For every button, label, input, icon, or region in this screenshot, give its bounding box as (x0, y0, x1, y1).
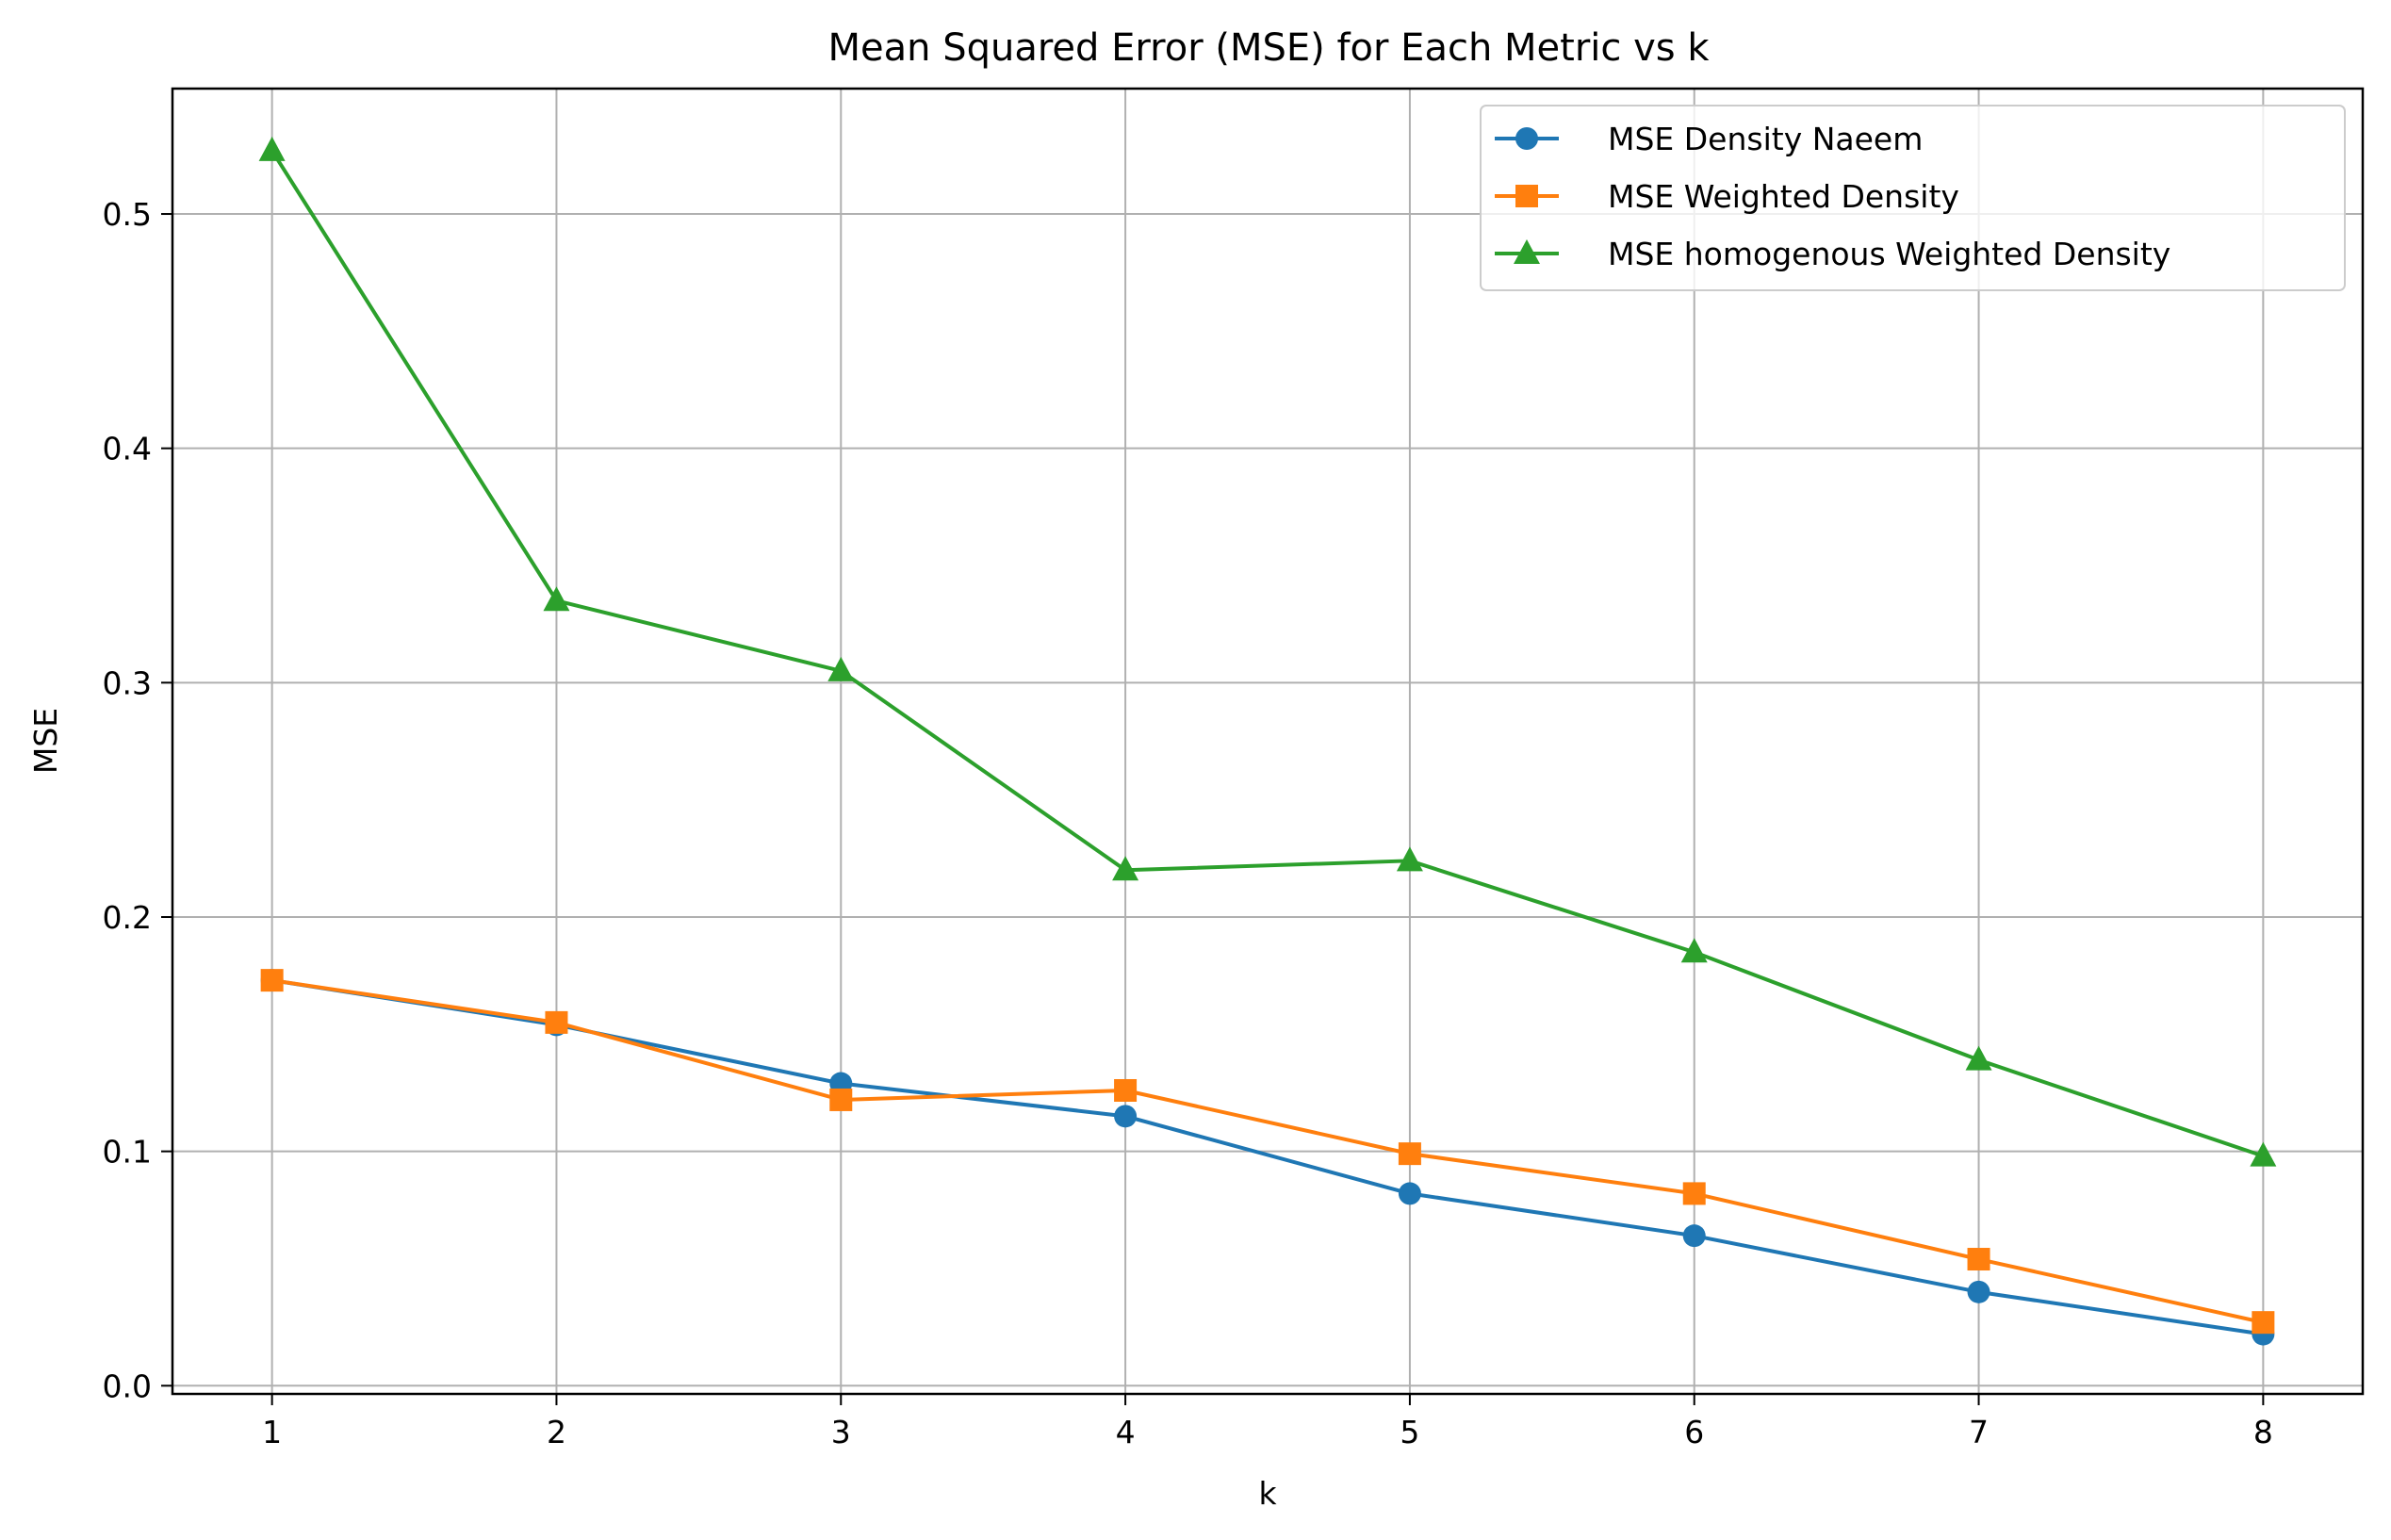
legend-marker (1515, 127, 1538, 150)
series-layer (258, 136, 2277, 1346)
x-tick-label: 8 (2253, 1414, 2273, 1450)
data-point (545, 1010, 568, 1034)
y-axis: 0.0 0.1 0.2 0.3 0.4 0.5 (103, 196, 172, 1404)
data-point (1682, 1182, 1706, 1205)
x-axis: 1 2 3 4 5 6 7 8 (262, 1394, 2273, 1450)
legend-item: MSE Weighted Density (1495, 178, 1959, 215)
y-tick-label: 0.4 (103, 431, 152, 467)
y-tick-label: 0.0 (103, 1368, 152, 1404)
chart-title: Mean Squared Error (MSE) for Each Metric… (828, 26, 1711, 70)
data-point (258, 136, 286, 161)
data-point (1112, 856, 1139, 881)
y-tick-label: 0.1 (103, 1134, 152, 1171)
y-tick-label: 0.2 (103, 899, 152, 936)
y-axis-title: MSE (27, 708, 64, 774)
legend-label: MSE Density Naeem (1608, 121, 1923, 157)
x-tick-label: 4 (1116, 1414, 1136, 1450)
data-point (1114, 1078, 1138, 1102)
y-tick-label: 0.5 (103, 196, 152, 233)
series-line (270, 149, 2265, 1158)
series-3 (258, 136, 2277, 1167)
series-line (271, 978, 2264, 1325)
data-point (1965, 1045, 1992, 1071)
x-axis-title: k (1258, 1475, 1277, 1512)
legend-item: MSE Density Naeem (1495, 121, 1923, 157)
data-point (2252, 1311, 2275, 1335)
y-tick-label: 0.3 (103, 664, 152, 701)
data-point (1398, 1182, 1421, 1205)
x-tick-label: 3 (831, 1414, 851, 1450)
data-point (829, 1088, 853, 1111)
legend-label: MSE homogenous Weighted Density (1608, 236, 2170, 272)
x-tick-label: 7 (1969, 1414, 1989, 1450)
legend-label: MSE Weighted Density (1608, 178, 1959, 215)
x-tick-label: 5 (1400, 1414, 1419, 1450)
legend-marker (1514, 239, 1540, 264)
x-tick-label: 2 (547, 1414, 566, 1450)
data-point (1396, 846, 1423, 872)
x-tick-label: 1 (262, 1414, 282, 1450)
legend-marker (1515, 185, 1538, 207)
x-tick-label: 6 (1684, 1414, 1704, 1450)
data-point (543, 586, 570, 612)
plot-frame (171, 87, 2365, 1396)
data-point (260, 969, 284, 992)
legend-box (1480, 105, 2346, 291)
data-point (1114, 1105, 1138, 1128)
data-point (827, 656, 855, 681)
data-point (1682, 1224, 1706, 1248)
data-point (1398, 1142, 1421, 1166)
data-point (2250, 1141, 2277, 1167)
grid (172, 89, 2363, 1394)
data-point (1680, 938, 1708, 963)
legend-item: MSE homogenous Weighted Density (1495, 236, 2170, 272)
series-2 (260, 969, 2275, 1335)
legend: MSE Density Naeem MSE Weighted Density MSE… (1480, 105, 2346, 291)
data-point (1967, 1280, 1990, 1303)
data-point (1967, 1248, 1990, 1271)
